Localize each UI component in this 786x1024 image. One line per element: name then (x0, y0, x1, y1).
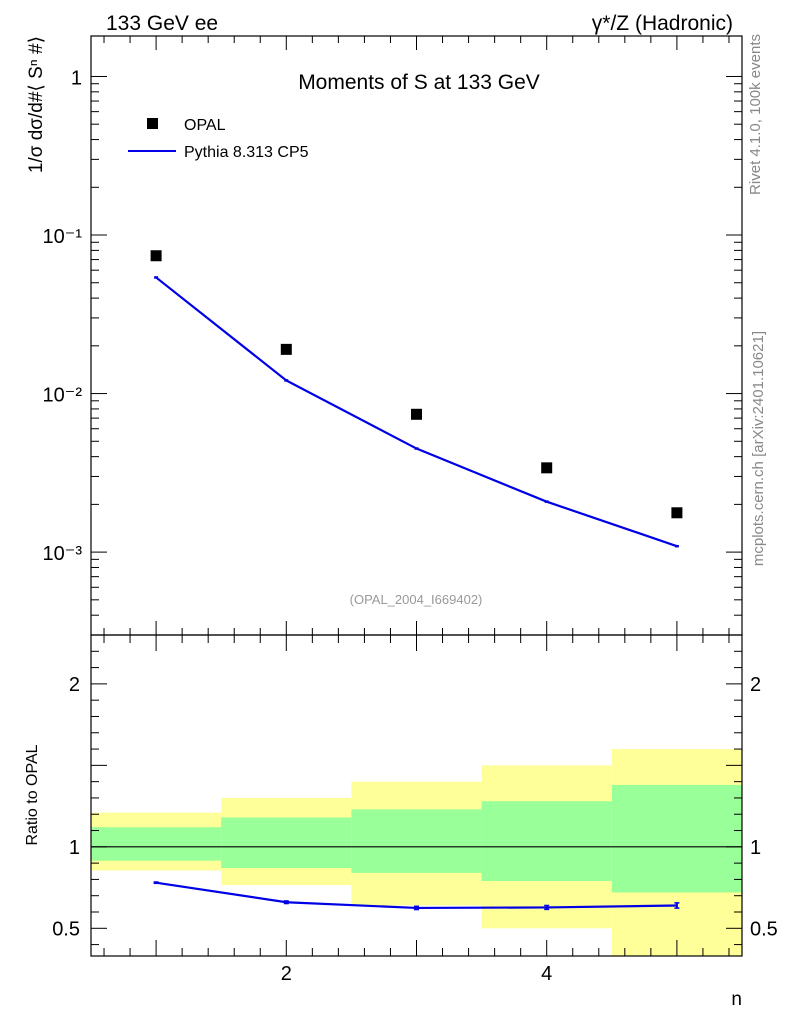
ratio-y-tick-label-left: 0.5 (52, 918, 80, 940)
analysis-watermark: (OPAL_2004_I669402) (350, 592, 483, 607)
legend: OPAL Pythia 8.313 CP5 (128, 117, 309, 161)
header-right: γ*/Z (Hadronic) (592, 12, 733, 35)
opal-point (541, 462, 553, 474)
opal-point (150, 250, 162, 262)
ratio-y-tick-label-left: 1 (69, 837, 80, 859)
main-ticks (91, 36, 742, 636)
ratio-y-tick-label-right: 1 (750, 837, 761, 859)
main-y-tick-label: 10⁻² (43, 385, 83, 407)
legend-pythia-label: Pythia 8.313 CP5 (184, 144, 309, 161)
ratio-y-tick-label-left: 2 (69, 674, 80, 696)
ratio-y-tick-label-right: 0.5 (750, 918, 778, 940)
main-y-tick-label: 10⁻³ (43, 543, 83, 565)
ratio-y-tick-label-right: 2 (750, 674, 761, 696)
ratio-band-green (481, 801, 612, 882)
header-left: 133 GeV ee (106, 12, 218, 35)
ratio-bands (91, 749, 742, 956)
chart-title: Moments of S at 133 GeV (298, 71, 540, 94)
ratio-data (153, 881, 680, 911)
ratio-y-tick-labels: 0.5 0.5 1 1 2 2 (52, 674, 778, 940)
x-axis-label: n (731, 989, 742, 1010)
legend-opal-label: OPAL (184, 117, 226, 134)
opal-point (280, 343, 292, 355)
main-y-tick-label: 10⁻¹ (43, 226, 83, 248)
opal-point (411, 408, 422, 420)
x-tick-label: 4 (541, 963, 552, 985)
main-y-tick-labels: 1 10⁻¹ 10⁻² 10⁻³ (43, 67, 83, 565)
ratio-band-green (351, 809, 482, 873)
legend-opal-marker (147, 118, 158, 129)
main-y-label: 1/σ dσ/d#⟨ Sⁿ #⟩ (26, 36, 47, 173)
main-data (150, 250, 683, 548)
ratio-band-green (221, 817, 352, 869)
opal-point (671, 507, 683, 519)
ratio-y-label: Ratio to OPAL (24, 744, 41, 845)
ratio-band-green (611, 784, 742, 893)
rivet-label: Rivet 4.1.0, 100k events (747, 34, 764, 195)
main-y-tick-label: 1 (71, 67, 82, 89)
mcplots-label: mcplots.cern.ch [arXiv:2401.10621] (750, 331, 767, 566)
ratio-band-green (91, 827, 222, 861)
x-tick-label: 2 (281, 963, 292, 985)
ratio-ticks (91, 635, 742, 956)
main-panel: 1 10⁻¹ 10⁻² 10⁻³ Moments of S at 133 GeV 1/… (26, 35, 743, 636)
